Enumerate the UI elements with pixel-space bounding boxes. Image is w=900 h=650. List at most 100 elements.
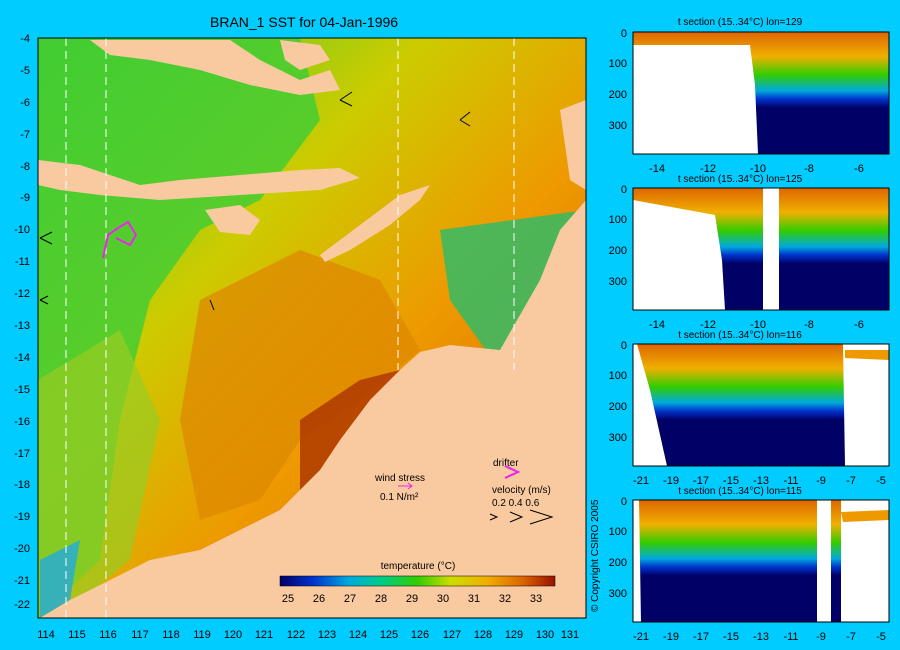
section-x-tick: -12 [700,163,716,175]
section-x-tick: -14 [649,319,665,331]
section-y-tick: 100 [609,526,627,538]
wind-stress-label: wind stress [374,473,425,484]
lat-tick: -6 [20,97,30,109]
section-y-tick: 200 [609,89,627,101]
borneo-coast [280,40,330,70]
lon-tick: 124 [349,629,367,641]
section-x-tick: -6 [854,163,864,175]
section-x-tick: -17 [693,475,709,487]
lesser-sunda-islands [38,160,360,200]
new-guinea-coast [560,100,586,190]
section-y-tick: 300 [609,588,627,600]
colorbar-tick: 30 [437,593,449,605]
colorbar-tick: 29 [406,593,418,605]
wind-stress-value: 0.1 N/m² [380,492,419,503]
lat-tick: -7 [20,129,30,141]
wind-stress-legend: wind stress 0.1 N/m² [374,473,425,503]
lon-tick: 121 [255,629,273,641]
lat-tick: -17 [14,448,30,460]
lat-tick: -15 [14,384,30,396]
map-plot-area [37,37,587,619]
colorbar-tick: 26 [313,593,325,605]
section-x-tick: -11 [783,631,798,643]
section-x-tick: -7 [846,631,856,643]
velocity-arrow-icon [489,509,554,525]
temperature-sections: t section (15..34°C) lon=129 0 100 200 3… [609,17,890,643]
drifter-track [102,220,138,259]
colorbar: temperature (°C) 25 26 27 28 29 30 31 32… [279,561,556,605]
section-x-tick: -6 [854,319,864,331]
lon-tick: 131 [561,629,579,641]
section-y-tick: 200 [609,245,627,257]
lat-tick: -16 [14,416,30,428]
section-y-tick: 100 [609,214,627,226]
velocity-legend: velocity (m/s) 0.2 0.4 0.6 [489,485,554,525]
section-x-tick: -19 [663,631,679,643]
lat-tick: -20 [14,543,30,555]
timor-island [320,185,430,262]
section-x-tick: -9 [816,631,826,643]
section-y-tick: 200 [609,557,627,569]
lon-tick: 119 [193,629,211,641]
australia-landmass [40,200,586,618]
colorbar-tick: 27 [344,593,356,605]
copyright-text: © Copyright CSIRO 2005 [590,499,601,612]
section-title: t section (15..34°C) lon=125 [678,174,803,185]
wind-arrow-icon [398,482,413,490]
section-x-tick: -15 [723,631,739,643]
colorbar-tick: 33 [530,593,542,605]
velocity-arrows [39,91,471,311]
lat-tick: -22 [14,599,30,611]
section-title: t section (15..34°C) lon=116 [678,330,802,341]
section-x-tick: -11 [783,475,798,487]
velocity-label: velocity (m/s) [492,485,551,496]
section-x-tick: -10 [750,319,766,331]
section-y-tick: 100 [609,58,627,70]
map-title: BRAN_1 SST for 04-Jan-1996 [210,14,399,30]
lon-axis: 114 115 116 117 118 119 120 121 122 123 … [37,629,579,641]
section-y-tick: 200 [609,401,627,413]
velocity-values: 0.2 0.4 0.6 [492,498,540,509]
colorbar-tick: 31 [468,593,480,605]
colorbar-tick: 25 [282,593,294,605]
colorbar-tick: 28 [375,593,387,605]
lon-tick: 128 [474,629,492,641]
drifter-icon [504,465,521,479]
section-x-tick: -5 [876,631,886,643]
sumba-island [205,205,260,235]
section-y-tick: 100 [609,370,627,382]
section-y-tick: 300 [609,276,627,288]
section-panel-lon115: t section (15..34°C) lon=115 0 100 200 3… [609,486,890,643]
section-x-tick: -10 [750,163,766,175]
lon-tick: 117 [131,629,149,641]
section-x-tick: -14 [649,163,665,175]
lon-tick: 116 [99,629,117,641]
section-panel-lon129: t section (15..34°C) lon=129 0 100 200 3… [609,17,890,175]
lat-tick: -11 [15,256,30,268]
lat-axis: -4 -5 -6 -7 -8 -9 -10 -11 -12 -13 -14 -1… [14,33,30,611]
lat-tick: -14 [14,352,30,364]
section-x-tick: -13 [753,631,769,643]
lon-tick: 122 [287,629,305,641]
lat-tick: -18 [14,479,30,491]
colorbar-title: temperature (°C) [381,561,456,572]
lon-tick: 118 [162,629,180,641]
lon-tick: 120 [224,629,242,641]
section-y-tick: 300 [609,432,627,444]
section-x-tick: -21 [633,631,649,643]
sst-map: -4 -5 -6 -7 -8 -9 -10 -11 -12 -13 -14 -1… [14,33,587,641]
section-x-tick: -15 [723,475,739,487]
section-title: t section (15..34°C) lon=115 [678,486,802,497]
lat-tick: -19 [14,511,30,523]
section-x-tick: -8 [804,319,814,331]
section-y-tick: 0 [621,340,627,352]
lon-tick: 125 [380,629,398,641]
section-x-tick: -8 [804,163,814,175]
section-x-tick: -5 [876,475,886,487]
section-x-tick: -12 [700,319,716,331]
section-x-tick: -7 [846,475,856,487]
section-x-tick: -13 [753,475,769,487]
lon-tick: 129 [505,629,523,641]
section-x-tick: -9 [816,475,826,487]
section-y-tick: 300 [609,120,627,132]
